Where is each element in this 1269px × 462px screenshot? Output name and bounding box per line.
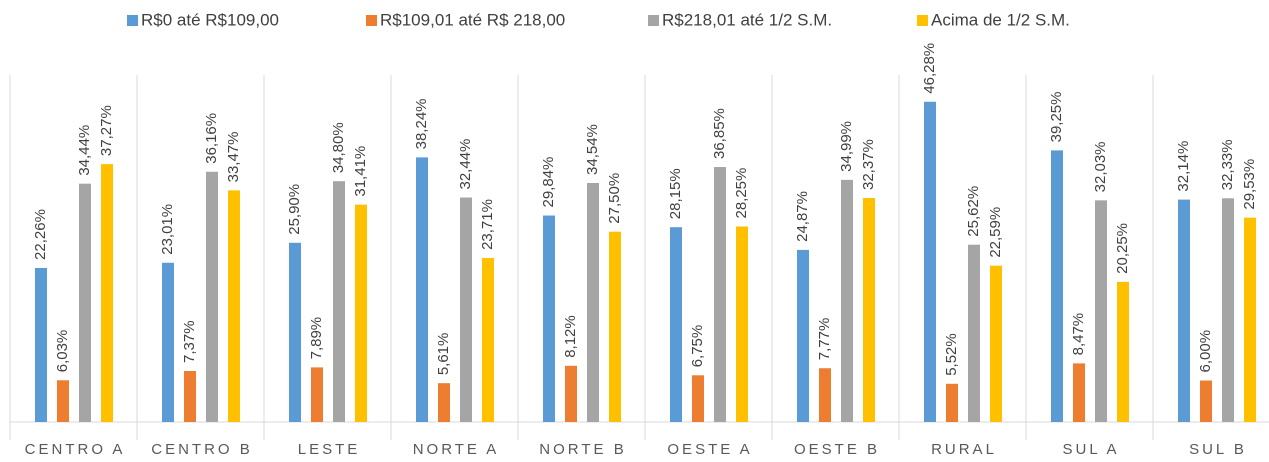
value-label: 38,24% <box>413 99 430 150</box>
value-label: 34,54% <box>584 124 601 175</box>
x-tick-label: NORTE B <box>539 441 626 458</box>
x-tick-label: CENTRO B <box>151 441 253 458</box>
x-tick-label: LESTE <box>298 441 361 458</box>
x-tick-label: OESTE B <box>794 441 880 458</box>
bar <box>924 101 936 422</box>
bar <box>819 368 831 422</box>
value-label: 24,87% <box>794 191 811 242</box>
value-label: 34,99% <box>838 121 855 172</box>
legend-swatch <box>648 15 659 26</box>
value-label: 29,53% <box>1241 159 1258 210</box>
value-label: 32,14% <box>1175 141 1192 192</box>
bar <box>543 215 555 422</box>
x-tick-label: SUL B <box>1189 441 1247 458</box>
bar <box>609 231 621 422</box>
legend-swatch <box>127 15 138 26</box>
bar <box>355 204 367 422</box>
bar <box>333 181 345 422</box>
bar <box>162 262 174 422</box>
value-label: 28,25% <box>733 168 750 219</box>
bar <box>1051 150 1063 422</box>
value-label: 5,61% <box>435 333 452 376</box>
value-label: 36,16% <box>203 113 220 164</box>
bar <box>1095 200 1107 422</box>
value-label: 34,44% <box>76 125 93 176</box>
value-label: 39,25% <box>1048 92 1065 143</box>
legend-label: R$0 até R$109,00 <box>141 10 279 29</box>
bar <box>1178 199 1190 422</box>
value-label: 7,77% <box>816 318 833 361</box>
value-label: 28,15% <box>667 168 684 219</box>
bar <box>990 265 1002 422</box>
bar <box>311 367 323 422</box>
bar <box>206 171 218 422</box>
legend-label: R$218,01 até 1/2 S.M. <box>662 10 832 29</box>
value-label: 22,26% <box>32 209 49 260</box>
value-label: 23,01% <box>159 204 176 255</box>
value-label: 36,85% <box>711 108 728 159</box>
legend-label: Acima de 1/2 S.M. <box>931 10 1070 29</box>
value-label: 8,12% <box>562 315 579 358</box>
value-label: 8,47% <box>1070 313 1087 356</box>
bar <box>1073 363 1085 422</box>
value-label: 23,71% <box>479 199 496 250</box>
bar <box>841 179 853 422</box>
bar <box>57 380 69 422</box>
value-label: 6,03% <box>54 330 71 373</box>
legend-swatch <box>917 15 928 26</box>
bar <box>101 164 113 422</box>
bar <box>460 197 472 422</box>
bar <box>863 197 875 422</box>
bar <box>1200 380 1212 422</box>
x-tick-label: RURAL <box>931 441 997 458</box>
value-label: 31,41% <box>352 146 369 197</box>
value-label: 37,27% <box>98 105 115 156</box>
bar <box>968 244 980 422</box>
value-label: 29,84% <box>540 157 557 208</box>
value-label: 7,89% <box>308 317 325 360</box>
bar <box>289 242 301 422</box>
bar <box>714 166 726 422</box>
bar <box>736 226 748 422</box>
bar <box>1222 198 1234 422</box>
value-label: 27,50% <box>606 173 623 224</box>
value-label: 32,33% <box>1219 139 1236 190</box>
value-label: 20,25% <box>1114 223 1131 274</box>
bar <box>35 267 47 422</box>
bar <box>1244 217 1256 422</box>
value-label: 25,62% <box>965 186 982 237</box>
legend-swatch <box>366 15 377 26</box>
bar <box>670 227 682 422</box>
value-label: 32,44% <box>457 139 474 190</box>
x-tick-label: SUL A <box>1063 441 1120 458</box>
bar <box>1117 281 1129 422</box>
value-label: 25,90% <box>286 184 303 235</box>
bar <box>692 375 704 422</box>
x-tick-label: OESTE A <box>667 441 752 458</box>
value-label: 6,00% <box>1197 330 1214 373</box>
value-label: 34,80% <box>330 122 347 173</box>
bar <box>79 183 91 422</box>
bar <box>184 370 196 422</box>
value-label: 33,47% <box>225 132 242 183</box>
value-label: 32,03% <box>1092 141 1109 192</box>
value-label: 5,52% <box>943 333 960 376</box>
bar <box>228 190 240 422</box>
bar <box>482 257 494 422</box>
value-label: 7,37% <box>181 320 198 363</box>
value-label: 32,37% <box>860 139 877 190</box>
x-tick-label: NORTE A <box>413 441 500 458</box>
bar <box>946 383 958 422</box>
legend-label: R$109,01 até R$ 218,00 <box>380 10 565 29</box>
x-tick-label: CENTRO A <box>25 441 126 458</box>
value-label: 6,75% <box>689 325 706 368</box>
bar <box>587 182 599 422</box>
bar <box>438 383 450 422</box>
bar <box>416 157 428 422</box>
value-label: 46,28% <box>921 43 938 94</box>
bar <box>565 365 577 422</box>
value-label: 22,59% <box>987 207 1004 258</box>
bar <box>797 249 809 422</box>
